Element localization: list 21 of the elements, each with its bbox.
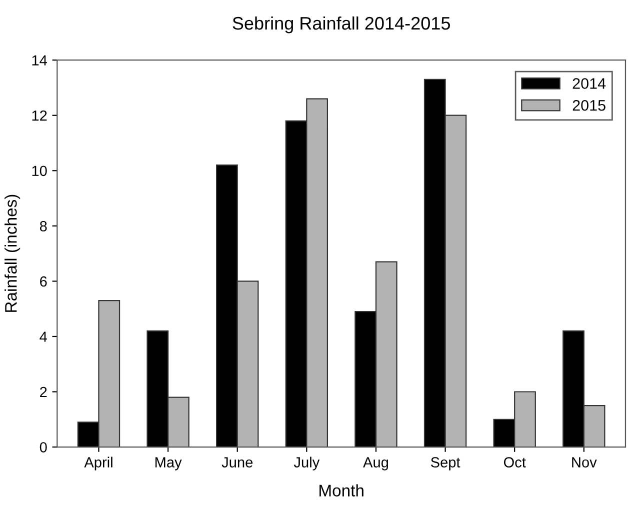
x-tick-label: Aug [363,457,388,470]
legend-label: 2014 [572,78,606,89]
x-tick-label: May [155,457,182,470]
y-axis-title: Rainfall (inches) [4,194,20,312]
x-tick-label: Nov [572,457,597,468]
y-tick-label: 12 [32,110,47,121]
x-tick-label: June [222,457,253,468]
y-tick-label: 8 [40,221,47,232]
x-tick-label: Oct [504,457,526,468]
y-tick-label: 6 [40,276,47,287]
x-tick-label: Sept [430,457,460,470]
y-tick-label: 10 [32,166,47,176]
x-axis-title: Month [320,484,364,496]
legend-label: 2015 [572,100,606,111]
x-tick-label: April [84,456,112,470]
y-tick-label: 2 [40,386,47,398]
x-tick-label: July [294,456,320,470]
y-tick-label: 4 [40,332,47,342]
chart-title: Sebring Rainfall 2014-2015 [232,16,450,34]
y-tick-label: 0 [40,442,47,452]
y-tick-label: 14 [32,55,47,66]
